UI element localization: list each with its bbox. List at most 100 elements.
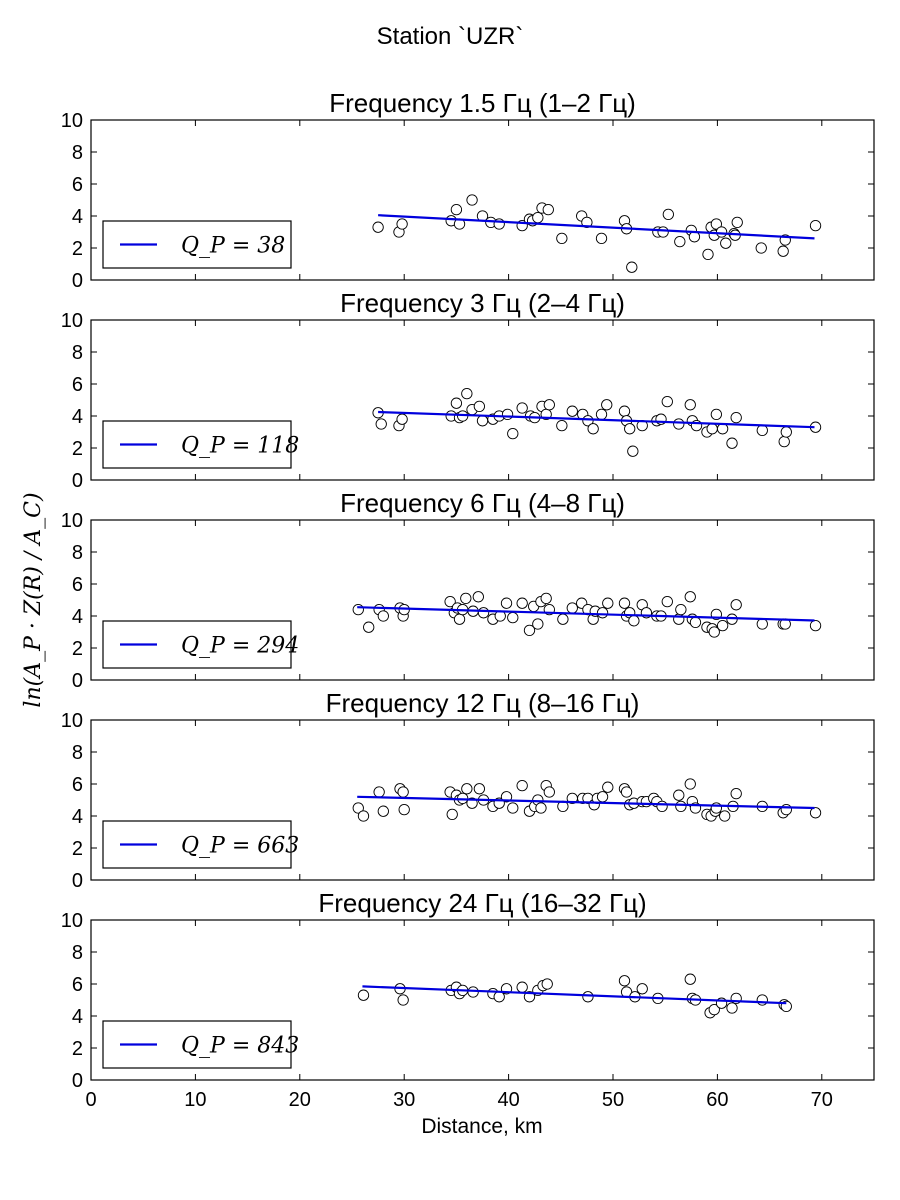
data-point xyxy=(473,400,486,413)
data-point xyxy=(532,618,544,630)
data-point xyxy=(556,232,568,245)
data-point xyxy=(618,597,631,609)
data-point xyxy=(377,610,389,622)
data-point xyxy=(684,399,696,411)
x-tick-label: 40 xyxy=(497,1089,519,1111)
x-tick-label: 30 xyxy=(393,1089,415,1111)
data-point xyxy=(710,218,723,230)
data-point xyxy=(541,978,553,990)
data-point xyxy=(507,427,519,440)
data-point xyxy=(673,789,685,801)
data-point xyxy=(624,423,636,435)
data-point xyxy=(595,408,608,421)
y-tick-label: 0 xyxy=(72,870,83,892)
data-point xyxy=(542,203,554,216)
data-point xyxy=(756,618,768,630)
data-point xyxy=(450,203,463,216)
data-point xyxy=(708,1003,720,1016)
data-point xyxy=(516,597,528,609)
data-point xyxy=(352,802,364,814)
panel-3: Frequency 6 Гц (4–8 Гц) 0 2 4 6 8 10 Q_P = 294 xyxy=(61,488,875,692)
data-point xyxy=(780,426,792,438)
data-point xyxy=(675,800,687,813)
legend-label: Q_P = 118 xyxy=(181,434,299,459)
data-point xyxy=(689,616,702,629)
panel-title: Frequency 1.5 Гц (1–2 Гц) xyxy=(329,88,636,118)
data-point xyxy=(466,194,478,206)
data-point xyxy=(523,624,536,637)
y-tick-label: 2 xyxy=(72,238,83,260)
data-point xyxy=(720,237,732,249)
data-point xyxy=(543,399,555,411)
legend-label: Q_P = 843 xyxy=(181,1034,299,1059)
data-point xyxy=(476,415,489,427)
y-tick-label: 2 xyxy=(72,638,83,660)
data-point xyxy=(501,408,514,421)
data-point xyxy=(373,786,385,798)
data-point xyxy=(730,599,742,611)
data-point xyxy=(596,791,609,803)
data-point xyxy=(657,226,669,238)
data-point xyxy=(675,603,687,616)
data-point xyxy=(363,621,375,633)
data-point xyxy=(398,803,410,816)
data-point xyxy=(730,787,742,800)
data-point xyxy=(352,603,364,616)
data-point xyxy=(656,800,668,813)
panel-4: Frequency 12 Гц (8–16 Гц) 0 2 4 6 8 10 Q_P = 66… xyxy=(61,688,875,892)
data-point xyxy=(620,786,633,798)
y-axis-label: ln(A_P · Z(R) / A_C) xyxy=(21,492,46,707)
data-point xyxy=(602,597,614,609)
panel-title: Frequency 12 Гц (8–16 Гц) xyxy=(326,688,640,718)
data-point xyxy=(596,607,609,619)
y-tick-label: 6 xyxy=(72,774,83,796)
data-point xyxy=(472,591,484,603)
data-point xyxy=(716,619,729,632)
data-point xyxy=(357,989,370,1001)
y-tick-label: 0 xyxy=(72,470,83,492)
data-point xyxy=(726,1002,738,1014)
data-point xyxy=(516,402,528,414)
data-point xyxy=(684,973,696,985)
y-tick-label: 10 xyxy=(61,310,83,332)
data-point xyxy=(731,216,743,229)
legend-label: Q_P = 663 xyxy=(181,834,299,859)
data-point xyxy=(702,248,714,261)
x-tick-label: 0 xyxy=(85,1089,96,1111)
panel-2: Frequency 3 Гц (2–4 Гц) 0 2 4 6 8 10 Q_P = 118 xyxy=(61,288,875,492)
data-point xyxy=(581,216,593,229)
axes-frame xyxy=(90,719,875,881)
data-point xyxy=(780,803,792,816)
y-tick-label: 2 xyxy=(72,1038,83,1060)
data-point xyxy=(566,405,578,417)
data-point xyxy=(450,397,463,409)
data-point xyxy=(627,445,639,457)
x-axis-label: Distance, km xyxy=(421,1115,542,1138)
data-point xyxy=(582,991,594,1003)
y-tick-label: 4 xyxy=(72,1006,83,1028)
y-tick-label: 10 xyxy=(61,710,83,732)
data-point xyxy=(777,245,789,257)
y-tick-label: 4 xyxy=(72,406,83,428)
data-point xyxy=(755,242,767,254)
x-tick-label: 60 xyxy=(706,1089,728,1111)
fit-line xyxy=(357,606,815,622)
y-tick-label: 4 xyxy=(72,806,83,828)
axes-frame xyxy=(90,519,875,681)
y-tick-label: 0 xyxy=(72,670,83,692)
data-point xyxy=(730,411,742,424)
data-point xyxy=(543,786,555,798)
data-point xyxy=(674,235,686,248)
y-tick-label: 8 xyxy=(72,542,83,564)
data-point xyxy=(661,595,673,608)
y-tick-label: 6 xyxy=(72,174,83,196)
data-point xyxy=(601,399,613,411)
axes-frame xyxy=(90,319,875,481)
data-point xyxy=(710,408,723,421)
x-tick-label: 20 xyxy=(289,1089,311,1111)
data-point xyxy=(397,786,409,798)
fit-line xyxy=(378,214,815,240)
data-point xyxy=(726,437,738,449)
y-tick-label: 8 xyxy=(72,342,83,364)
